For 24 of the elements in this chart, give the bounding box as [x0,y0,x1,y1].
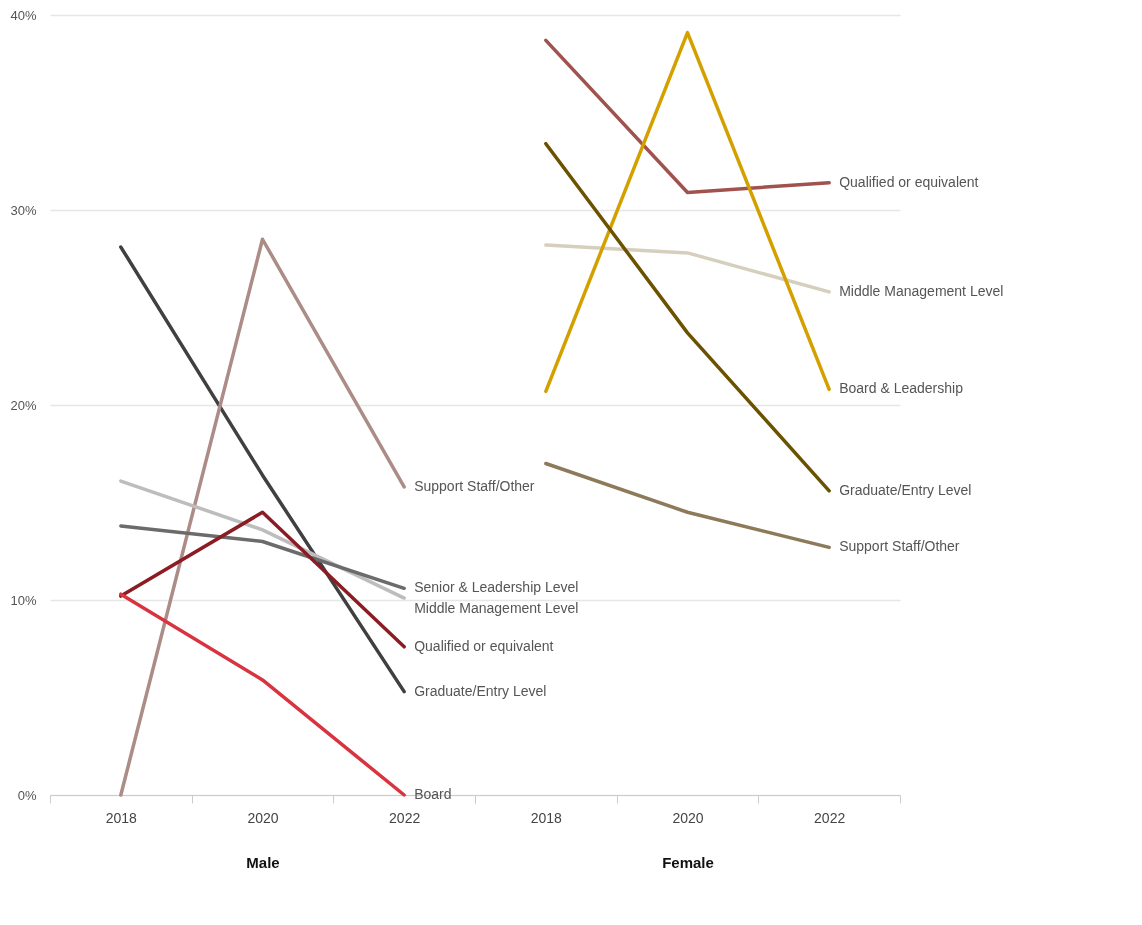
x-axis-title: Female [662,853,714,871]
x-tick-label: 2022 [814,809,846,826]
x-tick-label: 2020 [247,809,279,826]
series-label: Graduate/Entry Level [414,682,547,699]
x-tick-label: 2018 [530,809,563,826]
series-label: Middle Management Level [839,282,1004,299]
series-label: Senior & Leadership Level [414,579,579,596]
x-tick-label: 2020 [672,809,704,826]
y-tick-label: 20% [10,397,37,413]
series-label: Board & Leadership [839,380,964,397]
series-label: Support Staff/Other [414,477,535,494]
y-tick-label: 40% [10,7,37,23]
series-label: Support Staff/Other [839,538,960,555]
y-tick-label: 0% [17,787,37,803]
y-tick-label: 10% [10,592,37,608]
series-label: Board [414,786,452,802]
series-label: Graduate/Entry Level [839,481,972,498]
x-axis-title: Male [246,853,280,871]
x-tick-label: 2018 [105,809,138,826]
x-tick-label: 2022 [389,809,421,826]
y-tick-label: 30% [10,202,37,218]
series-label: Qualified or equivalent [839,173,979,190]
series-label: Middle Management Level [414,600,579,617]
series-label: Qualified or equivalent [414,637,554,654]
